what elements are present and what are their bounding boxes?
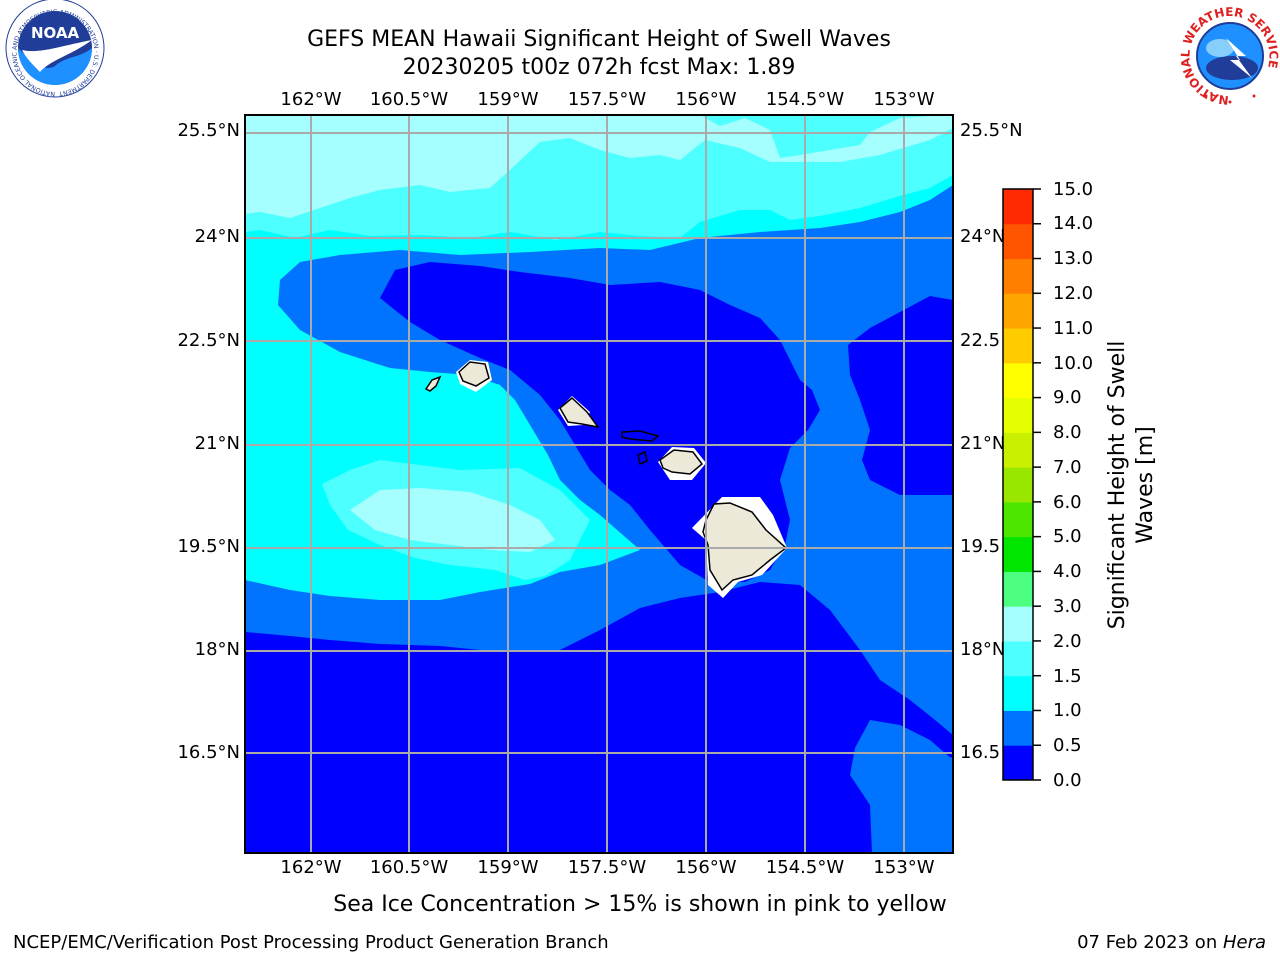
lat-tick-left: 24°N — [194, 226, 240, 247]
colorbar-tick-label: 3.0 — [1053, 596, 1082, 617]
colorbar-bin — [1003, 606, 1033, 642]
footer-date: 07 Feb 2023 on Hera — [1077, 932, 1266, 954]
lat-tick-right: 19.5 — [960, 536, 1001, 557]
lon-tick-bottom: 159°W — [477, 857, 539, 878]
lon-tick-bottom: 153°W — [873, 857, 935, 878]
sea-ice-note: Sea Ice Concentration > 15% is shown in … — [333, 892, 947, 917]
lat-tick-right: 24°N — [960, 226, 1006, 247]
lat-tick-left: 19.5°N — [177, 536, 240, 557]
colorbar-tick-label: 11.0 — [1053, 318, 1094, 339]
lon-tick-bottom: 162°W — [280, 857, 342, 878]
colorbar-tick-label: 13.0 — [1053, 248, 1094, 269]
lon-tick-bottom: 160.5°W — [369, 857, 449, 878]
island-molokai — [621, 430, 660, 442]
colorbar-bin — [1003, 189, 1033, 225]
colorbar-ticks — [1033, 188, 1041, 781]
colorbar-tick-label: 1.5 — [1053, 666, 1082, 687]
lon-tick-top: 160.5°W — [369, 89, 449, 110]
colorbar-bin — [1003, 675, 1033, 711]
contour-2.0-3.0-southwest — [350, 488, 555, 552]
footer-branch: NCEP/EMC/Verification Post Processing Pr… — [13, 932, 609, 953]
colorbar-frame — [1002, 188, 1034, 781]
colorbar-bin — [1003, 293, 1033, 329]
noaa-logo: NATIONAL OCEANIC AND ATMOSPHERIC ADMINIS… — [0, 0, 105, 98]
contour-0.0-0.5-south — [245, 582, 953, 853]
colorbar-tick-label: 6.0 — [1053, 492, 1082, 513]
colorbar-bin — [1003, 640, 1033, 677]
nws-logo: NATIONAL WEATHER SERVICE — [1178, 5, 1280, 107]
lat-tick-right: 21°N — [960, 433, 1006, 454]
colorbar-tick-label: 10.0 — [1053, 353, 1094, 374]
colorbar-bin — [1003, 501, 1033, 538]
contour-2.0-3.0-north — [245, 115, 953, 218]
colorbar-tick-label: 12.0 — [1053, 283, 1094, 304]
lon-tick-top: 157.5°W — [567, 89, 647, 110]
chart-title: GEFS MEAN Hawaii Significant Height of S… — [307, 27, 891, 52]
island-maui — [659, 449, 704, 475]
colorbar-label-line2: Waves [m] — [1133, 426, 1158, 543]
colorbar-tick-label: 14.0 — [1053, 213, 1094, 234]
colorbar-bin — [1003, 536, 1033, 572]
lat-tick-right: 22.5 — [960, 330, 1001, 351]
lat-tick-right: 16.5 — [960, 742, 1001, 763]
lat-tick-right: 25.5°N — [960, 120, 1023, 141]
swell-contours — [245, 115, 953, 853]
chart-subtitle: 20230205 t00z 072h fcst Max: 1.89 — [402, 55, 796, 80]
lon-tick-top: 156°W — [675, 89, 737, 110]
lat-tick-left: 21°N — [194, 433, 240, 454]
colorbar-tick-label: 15.0 — [1053, 179, 1094, 200]
colorbar-tick-label: 8.0 — [1053, 422, 1082, 443]
noaa-logo-text: NOAA — [31, 24, 80, 42]
colorbar-label: Significant Height of Swell Waves [m] — [1105, 341, 1158, 630]
lat-tick-left: 22.5°N — [177, 330, 240, 351]
colorbar-bin — [1003, 432, 1033, 468]
contour-0.5-1.0-southeast — [860, 732, 953, 853]
lon-tick-top: 154.5°W — [765, 89, 845, 110]
colorbar-bin — [1003, 258, 1033, 294]
lat-tick-left: 18°N — [194, 639, 240, 660]
map-gridlines — [245, 115, 953, 853]
lon-tick-bottom: 157.5°W — [567, 857, 647, 878]
colorbar-tick-label: 0.0 — [1053, 770, 1082, 791]
colorbar-bin — [1003, 745, 1033, 781]
lat-tick-left: 25.5°N — [177, 120, 240, 141]
colorbar-tick-label: 2.0 — [1053, 631, 1082, 652]
island-kauai — [458, 361, 490, 387]
colorbar-tick-label: 7.0 — [1053, 457, 1082, 478]
colorbar-bin — [1003, 223, 1033, 260]
colorbar-tick-label: 9.0 — [1053, 387, 1082, 408]
map-frame — [244, 114, 954, 854]
hawaiian-islands — [424, 360, 788, 598]
lon-tick-top: 159°W — [477, 89, 539, 110]
footer-host: Hera — [1222, 932, 1266, 953]
colorbar-bin — [1003, 328, 1033, 364]
colorbar-tick-label: 5.0 — [1053, 526, 1082, 547]
lon-tick-top: 153°W — [873, 89, 935, 110]
colorbar-bin — [1003, 710, 1033, 746]
island-niihau — [424, 375, 442, 392]
island-big-island — [702, 502, 788, 592]
colorbar-bin — [1003, 571, 1033, 607]
colorbar-bin — [1003, 467, 1033, 503]
lon-tick-top: 162°W — [280, 89, 342, 110]
colorbar — [1003, 189, 1033, 781]
colorbar-bin — [1003, 397, 1033, 433]
colorbar-tick-label: 1.0 — [1053, 700, 1082, 721]
colorbar-bin — [1003, 362, 1033, 399]
island-oahu — [559, 397, 600, 429]
island-lanai — [637, 450, 648, 466]
footer-date-text: 07 Feb 2023 on — [1077, 932, 1223, 953]
lat-tick-left: 16.5°N — [177, 742, 240, 763]
colorbar-tick-label: 0.5 — [1053, 735, 1082, 756]
colorbar-tick-label: 4.0 — [1053, 561, 1082, 582]
lon-tick-bottom: 156°W — [675, 857, 737, 878]
colorbar-label-line1: Significant Height of Swell — [1105, 341, 1130, 630]
lat-tick-right: 18°N — [960, 639, 1006, 660]
lon-tick-bottom: 154.5°W — [765, 857, 845, 878]
